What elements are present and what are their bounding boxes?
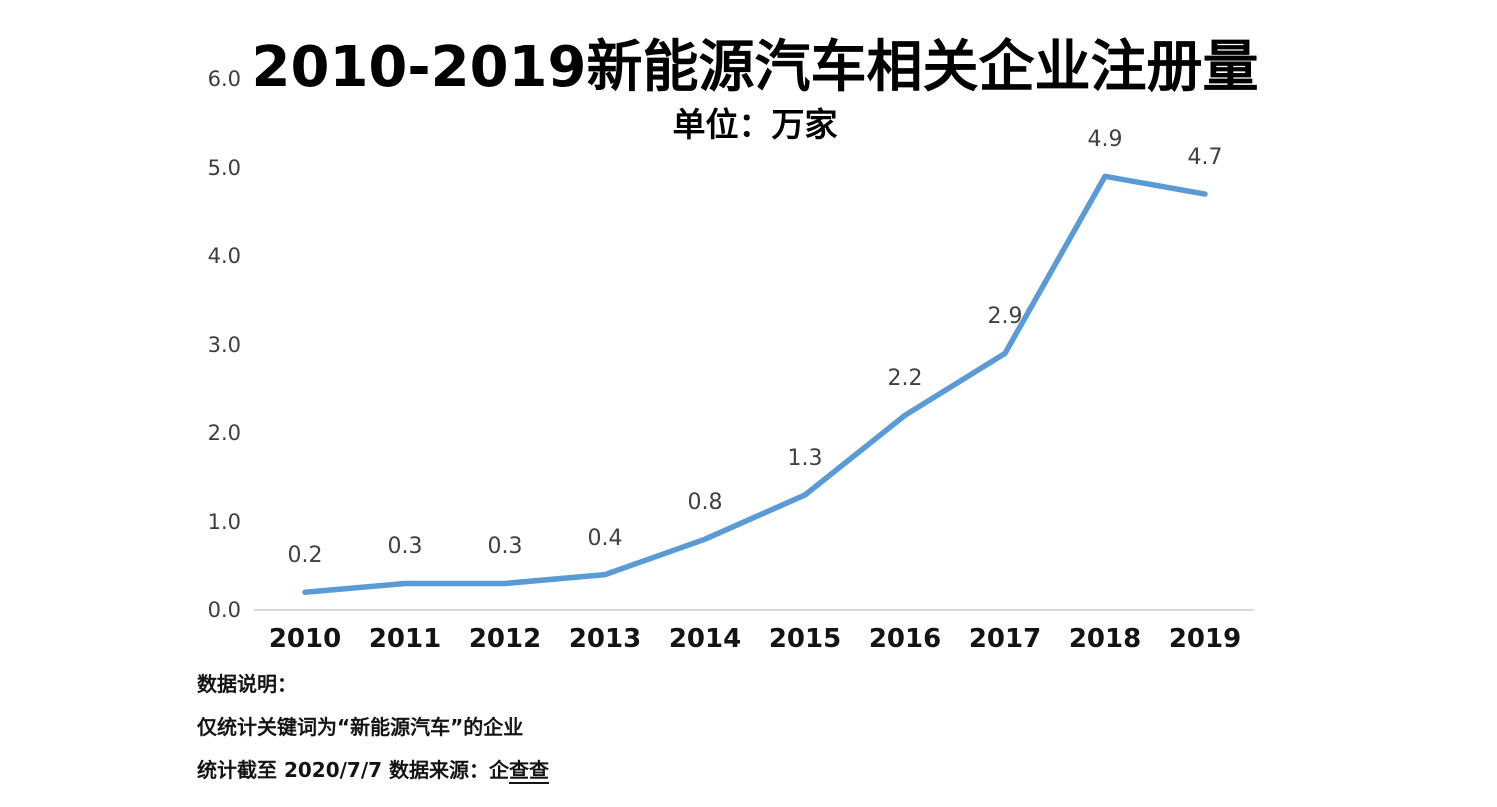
- x-tick-label: 2013: [568, 624, 642, 654]
- data-label: 4.9: [1087, 127, 1123, 153]
- footnote-source-company-underlined: 查查: [509, 758, 550, 784]
- x-tick-label: 2016: [868, 624, 942, 654]
- data-label: 2.9: [987, 304, 1023, 330]
- data-label: 0.2: [287, 543, 323, 569]
- data-label: 0.8: [687, 490, 723, 516]
- x-tick-label: 2017: [968, 624, 1042, 654]
- x-tick-label: 2019: [1168, 624, 1242, 654]
- footnote-heading: 数据说明：: [197, 672, 297, 696]
- chart-subtitle: 单位：万家: [672, 105, 838, 144]
- data-label: 0.3: [487, 534, 523, 560]
- y-tick-label: 5.0: [207, 155, 241, 180]
- y-tick-label: 1.0: [207, 509, 241, 534]
- x-tick-label: 2010: [268, 624, 342, 654]
- x-tick-label: 2012: [468, 624, 542, 654]
- chart-title: 2010-2019新能源汽车相关企业注册量: [251, 35, 1259, 100]
- data-label: 0.3: [387, 534, 423, 560]
- y-tick-label: 6.0: [207, 67, 241, 91]
- x-tick-label: 2015: [768, 624, 842, 654]
- y-tick-label: 3.0: [207, 332, 241, 357]
- series-line: [302, 173, 1208, 596]
- x-tick-label: 2014: [668, 624, 742, 654]
- y-tick-label: 0.0: [207, 598, 241, 622]
- data-label: 4.7: [1187, 145, 1223, 171]
- data-label: 0.4: [587, 525, 623, 551]
- data-label: 1.3: [787, 445, 823, 471]
- footnote-source-text: 统计截至 2020/7/7 数据来源：企: [197, 758, 510, 782]
- x-tick-label: 2011: [368, 624, 442, 654]
- y-tick-label: 4.0: [207, 244, 241, 268]
- data-label: 2.2: [887, 366, 923, 392]
- y-tick-label: 2.0: [207, 421, 241, 445]
- footnote-scope: 仅统计关键词为“新能源汽车”的企业: [197, 715, 524, 739]
- footnote-source: 统计截至 2020/7/7 数据来源：企查查: [197, 757, 897, 784]
- x-tick-label: 2018: [1068, 624, 1142, 654]
- footnotes: 数据说明： 仅统计关键词为“新能源汽车”的企业 统计截至 2020/7/7 数据…: [197, 671, 897, 800]
